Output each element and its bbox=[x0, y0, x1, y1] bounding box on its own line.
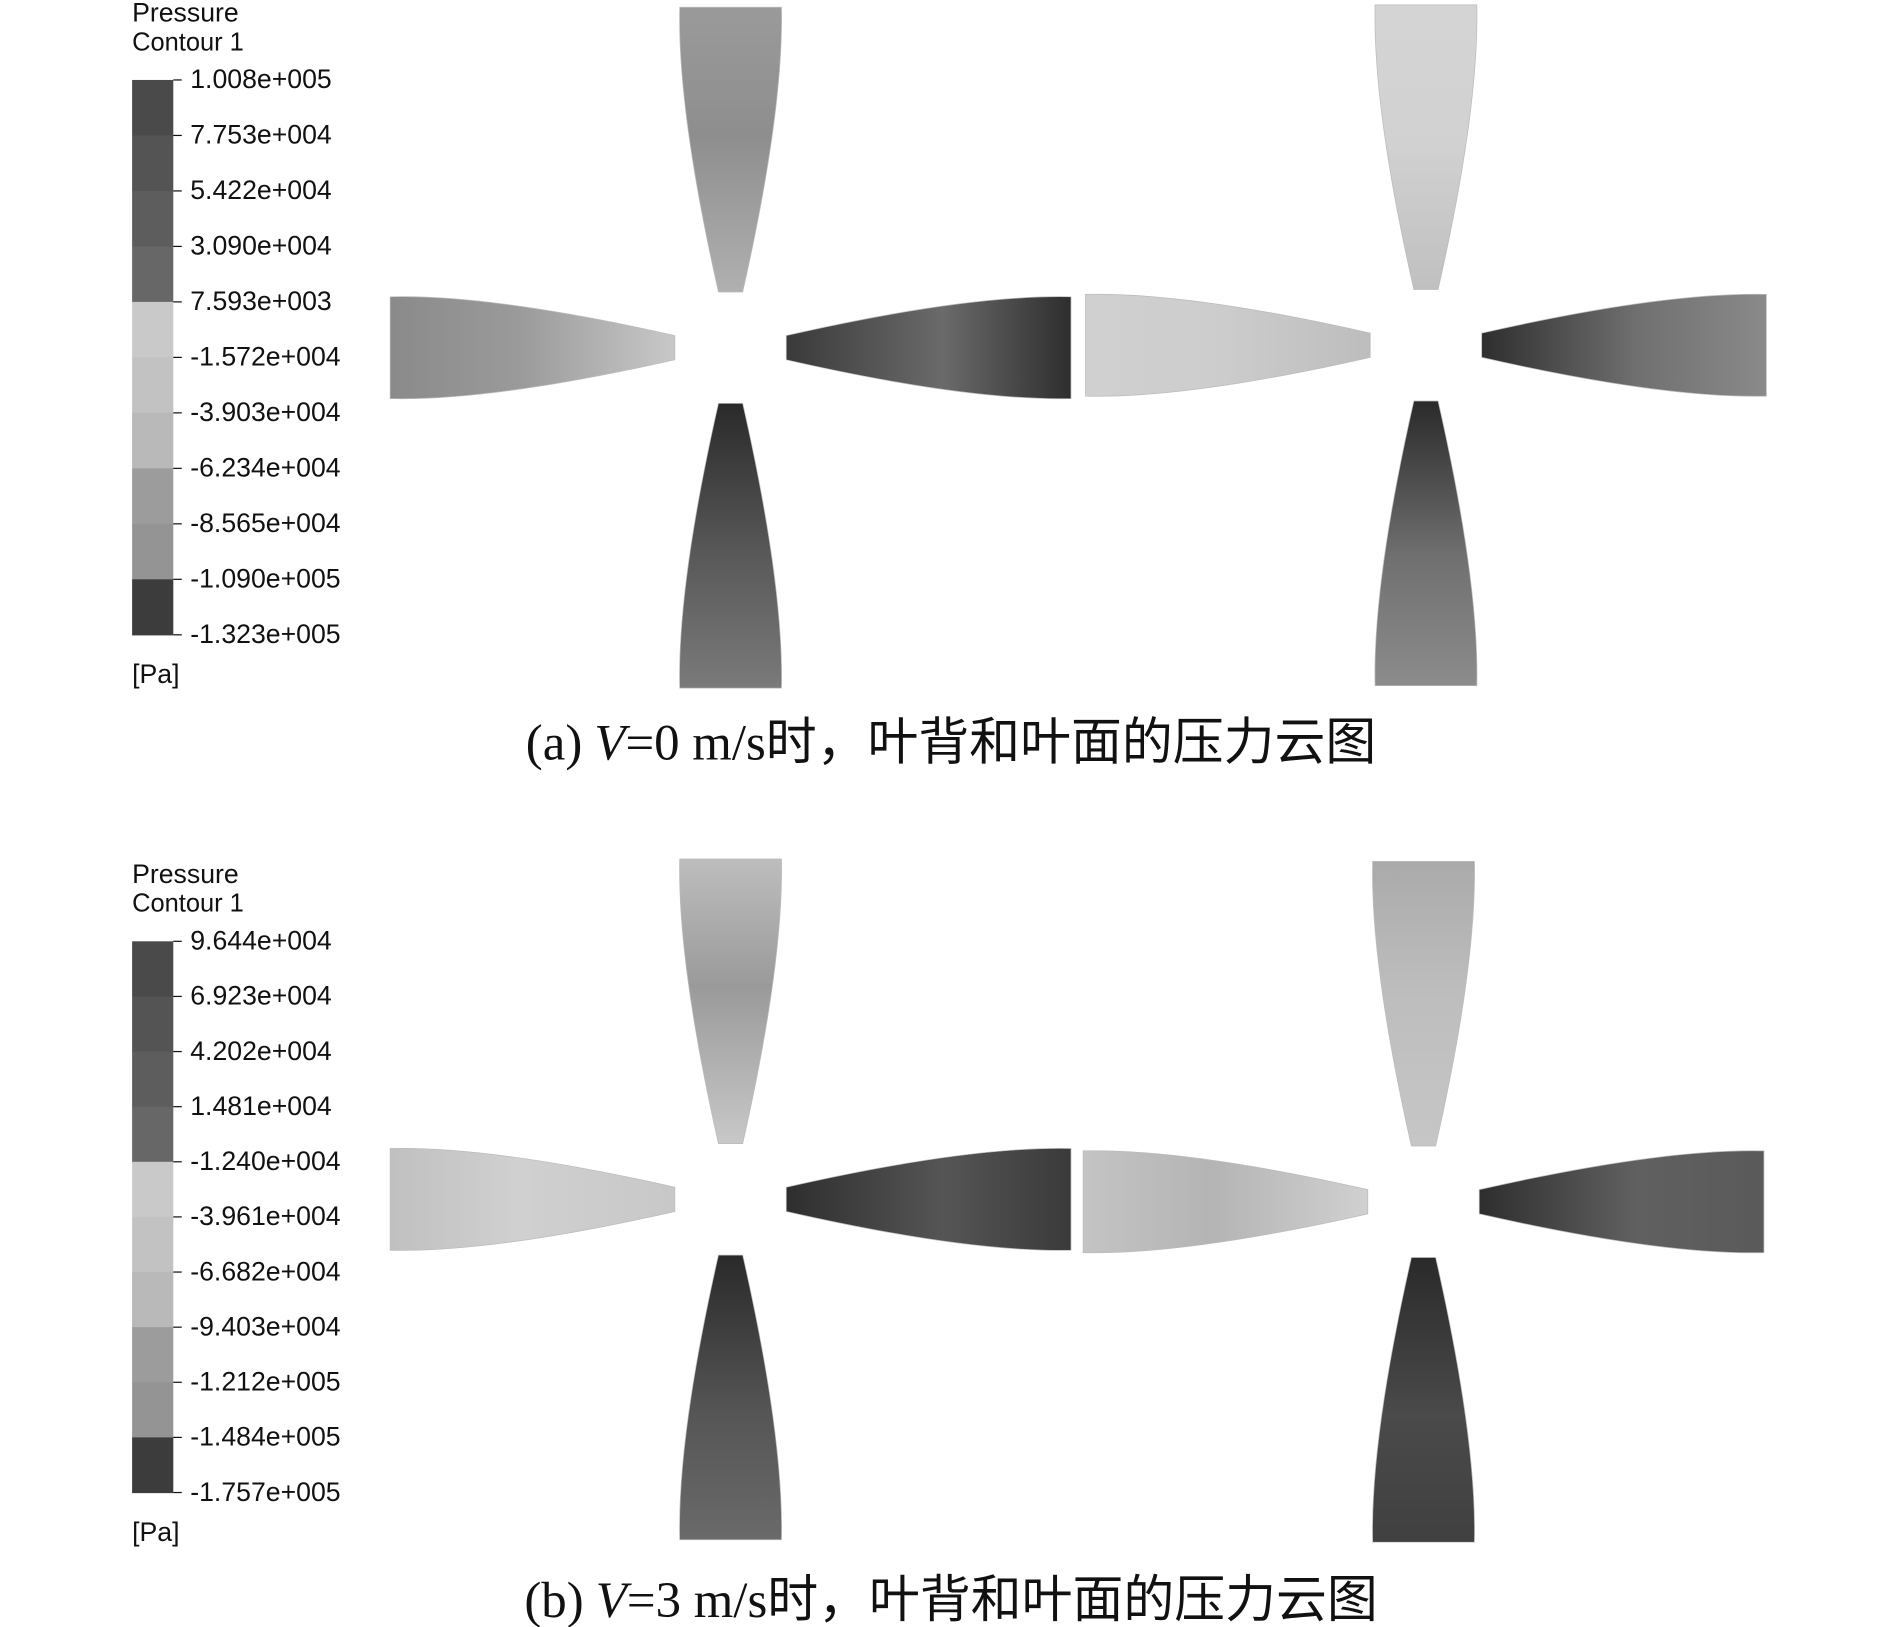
blade bbox=[1372, 1257, 1475, 1543]
blade bbox=[785, 296, 1072, 400]
blade bbox=[389, 296, 676, 400]
blade bbox=[679, 858, 782, 1144]
tick-label: -8.565e+004 bbox=[190, 508, 341, 538]
legend-title: Pressure bbox=[132, 0, 239, 28]
colorbar-band bbox=[132, 468, 174, 525]
tick-label: -9.403e+004 bbox=[190, 1311, 341, 1341]
tick-label: 9.644e+004 bbox=[190, 926, 332, 956]
tick-label: 7.753e+004 bbox=[190, 120, 332, 150]
caption-label: (b) bbox=[524, 1573, 583, 1627]
caption-text: =0 m/s时，叶背和叶面的压力云图 bbox=[625, 715, 1376, 771]
tick-label: -1.212e+005 bbox=[190, 1367, 340, 1397]
blade bbox=[785, 1147, 1072, 1251]
blade bbox=[679, 1254, 782, 1541]
colorbar-band bbox=[132, 1161, 174, 1218]
colorbar-band bbox=[132, 1382, 174, 1439]
colorbar-band bbox=[132, 190, 174, 248]
legend-unit: [Pa] bbox=[132, 1517, 179, 1547]
tick-label: 1.008e+005 bbox=[190, 64, 332, 94]
colorbar-band bbox=[132, 412, 174, 469]
colorbar-band bbox=[132, 523, 174, 580]
colorbar-band bbox=[132, 941, 174, 998]
colorbar-band bbox=[132, 1216, 174, 1273]
colorbar-band bbox=[132, 301, 174, 358]
tick-label: 6.923e+004 bbox=[190, 981, 332, 1011]
caption-variable: V bbox=[596, 1573, 632, 1627]
blade bbox=[1374, 4, 1478, 290]
tick-label: 3.090e+004 bbox=[190, 231, 332, 261]
caption: (a) V=0 m/s时，叶背和叶面的压力云图 bbox=[526, 715, 1377, 771]
tick-label: -6.234e+004 bbox=[190, 453, 341, 483]
tick-label: -1.572e+004 bbox=[190, 342, 341, 372]
tick-label: -1.757e+005 bbox=[190, 1477, 340, 1507]
legend-subtitle: Contour 1 bbox=[132, 890, 244, 918]
colorbar-band bbox=[132, 79, 174, 137]
tick-label: -1.090e+005 bbox=[190, 564, 340, 594]
legend-title: Pressure bbox=[132, 859, 239, 889]
blade bbox=[1372, 860, 1475, 1147]
caption-variable: V bbox=[594, 715, 630, 771]
blade bbox=[1374, 400, 1478, 687]
tick-label: 4.202e+004 bbox=[190, 1036, 332, 1066]
legend-subtitle: Contour 1 bbox=[132, 28, 244, 56]
blade bbox=[1481, 293, 1767, 397]
blade bbox=[389, 1147, 676, 1251]
colorbar-band bbox=[132, 579, 174, 636]
tick-label: -1.323e+005 bbox=[190, 619, 340, 649]
colorbar-band bbox=[132, 135, 174, 192]
tick-label: -1.484e+005 bbox=[190, 1422, 340, 1452]
colorbar-band bbox=[132, 1437, 174, 1494]
legend-unit: [Pa] bbox=[132, 659, 179, 689]
caption: (b) V=3 m/s时，叶背和叶面的压力云图 bbox=[524, 1573, 1377, 1627]
blade bbox=[1478, 1150, 1765, 1254]
colorbar-band bbox=[132, 246, 174, 303]
colorbar-band bbox=[132, 357, 174, 414]
colorbar-band bbox=[132, 1272, 174, 1328]
blade bbox=[1085, 293, 1371, 397]
caption-label: (a) bbox=[526, 715, 582, 771]
caption-text: =3 m/s时，叶背和叶面的压力云图 bbox=[627, 1573, 1378, 1627]
colorbar-band bbox=[132, 996, 174, 1053]
tick-label: -1.240e+004 bbox=[190, 1146, 341, 1176]
colorbar-band bbox=[132, 1051, 174, 1108]
tick-label: 7.593e+003 bbox=[190, 286, 332, 316]
tick-label: -3.961e+004 bbox=[190, 1201, 341, 1231]
tick-label: -3.903e+004 bbox=[190, 397, 341, 427]
colorbar-band bbox=[132, 1106, 174, 1163]
tick-label: 5.422e+004 bbox=[190, 175, 332, 205]
blade bbox=[1082, 1150, 1369, 1254]
tick-label: 1.481e+004 bbox=[190, 1091, 332, 1121]
blade bbox=[679, 403, 782, 689]
tick-label: -6.682e+004 bbox=[190, 1256, 341, 1286]
colorbar-band bbox=[132, 1327, 174, 1383]
blade bbox=[679, 6, 782, 293]
